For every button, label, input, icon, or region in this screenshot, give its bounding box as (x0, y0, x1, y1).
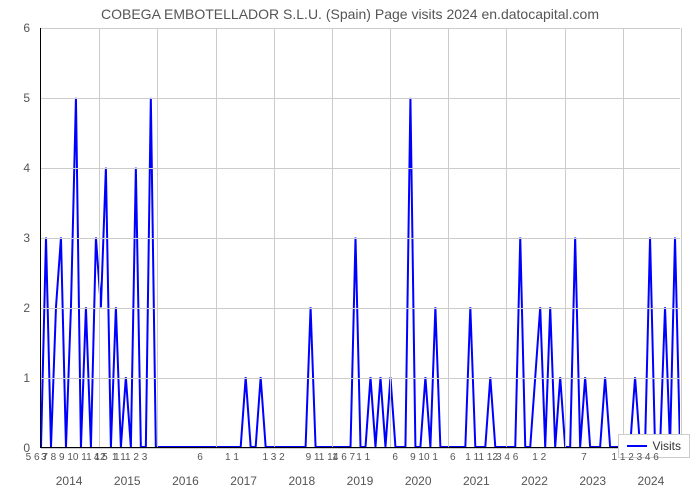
x-minor-label: 1 11 2 3 (112, 452, 147, 463)
x-minor-label: 4 6 7 (333, 452, 355, 463)
x-major-label: 2019 (347, 474, 374, 488)
chart-container: COBEGA EMBOTELLADOR S.L.U. (Spain) Page … (0, 0, 700, 500)
grid-line-v (157, 28, 158, 447)
x-minor-label: 7 (581, 452, 587, 463)
y-tick-label: 6 (0, 21, 30, 35)
grid-line-v (274, 28, 275, 447)
x-major-label: 2023 (579, 474, 606, 488)
x-minor-label: 1 1 (356, 452, 370, 463)
x-minor-label: 1 11 12 (465, 452, 498, 463)
grid-line-v (99, 28, 100, 447)
y-tick-label: 4 (0, 161, 30, 175)
plot-area (40, 28, 680, 448)
x-major-label: 2016 (172, 474, 199, 488)
x-major-label: 2014 (56, 474, 83, 488)
x-major-label: 2018 (288, 474, 315, 488)
x-major-label: 2022 (521, 474, 548, 488)
x-minor-label: 1 1 (225, 452, 239, 463)
grid-line-h (41, 168, 680, 169)
x-major-label: 2015 (114, 474, 141, 488)
x-minor-label: 1 3 2 (262, 452, 284, 463)
x-minor-label: 4 5 (94, 452, 108, 463)
y-tick-label: 2 (0, 301, 30, 315)
y-tick-label: 1 (0, 371, 30, 385)
grid-line-v (681, 28, 682, 447)
y-tick-label: 5 (0, 91, 30, 105)
grid-line-v (332, 28, 333, 447)
x-minor-label: 6 (197, 452, 203, 463)
grid-line-h (41, 378, 680, 379)
x-minor-label: 6 (450, 452, 456, 463)
grid-line-v (565, 28, 566, 447)
legend-label: Visits (653, 439, 681, 453)
grid-line-h (41, 308, 680, 309)
grid-line-v (623, 28, 624, 447)
x-minor-label: 9 10 1 (410, 452, 438, 463)
x-minor-label: 6 (392, 452, 398, 463)
x-major-label: 2017 (230, 474, 257, 488)
y-tick-label: 3 (0, 231, 30, 245)
legend-swatch (627, 445, 647, 447)
grid-line-v (216, 28, 217, 447)
grid-line-v (390, 28, 391, 447)
grid-line-v (448, 28, 449, 447)
grid-line-v (506, 28, 507, 447)
visits-line (41, 98, 680, 447)
grid-line-h (41, 28, 680, 29)
x-minor-label: 1 1 2 3 4 6 (612, 452, 659, 463)
grid-line-h (41, 448, 680, 449)
x-minor-label: 3 4 6 (496, 452, 518, 463)
x-major-label: 2020 (405, 474, 432, 488)
chart-title: COBEGA EMBOTELLADOR S.L.U. (Spain) Page … (0, 6, 700, 22)
x-major-label: 2021 (463, 474, 490, 488)
x-major-label: 2024 (638, 474, 665, 488)
grid-line-h (41, 238, 680, 239)
grid-line-h (41, 98, 680, 99)
x-minor-label: 1 2 (532, 452, 546, 463)
